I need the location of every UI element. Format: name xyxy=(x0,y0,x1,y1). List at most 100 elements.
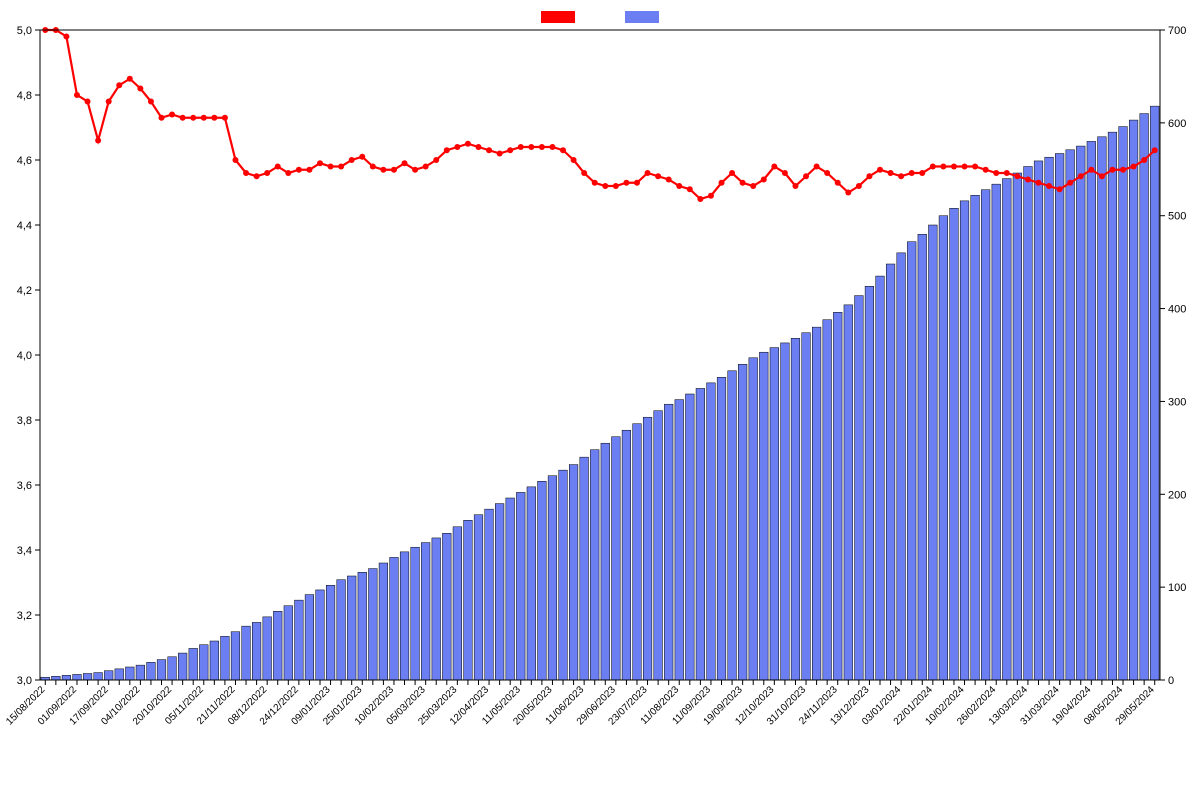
right-tick-label: 200 xyxy=(1168,489,1186,501)
bar xyxy=(189,648,198,680)
bar xyxy=(971,195,980,680)
line-marker xyxy=(402,160,408,166)
line-marker xyxy=(497,151,503,157)
line-marker xyxy=(888,170,894,176)
line-marker xyxy=(835,180,841,186)
line-marker xyxy=(127,76,133,82)
line-marker xyxy=(1120,167,1126,173)
line-marker xyxy=(877,167,883,173)
line-marker xyxy=(560,147,566,153)
line-marker xyxy=(1035,180,1041,186)
line-marker xyxy=(676,183,682,189)
line-marker xyxy=(359,154,365,160)
line-marker xyxy=(623,180,629,186)
line-marker xyxy=(137,86,143,92)
line-marker xyxy=(159,115,165,121)
bar xyxy=(263,617,272,680)
line-marker xyxy=(106,99,112,105)
right-tick-label: 700 xyxy=(1168,25,1186,37)
line-marker xyxy=(655,173,661,179)
line-marker xyxy=(475,144,481,150)
bar xyxy=(1034,161,1043,680)
line-marker xyxy=(222,115,228,121)
line-marker xyxy=(328,164,334,170)
line-marker xyxy=(824,170,830,176)
line-marker xyxy=(1131,164,1137,170)
bar xyxy=(273,611,282,680)
bar xyxy=(326,585,335,680)
line-marker xyxy=(581,170,587,176)
bar xyxy=(802,333,811,680)
bar xyxy=(770,348,779,680)
line-marker xyxy=(814,164,820,170)
bar xyxy=(1129,120,1138,680)
bar xyxy=(379,563,388,680)
bar xyxy=(316,590,325,680)
bar xyxy=(442,533,451,680)
dual-axis-chart: 3,03,23,43,63,84,04,24,44,64,85,00100200… xyxy=(0,0,1200,800)
line-marker xyxy=(85,99,91,105)
bar xyxy=(411,547,420,680)
line-marker xyxy=(539,144,545,150)
bar xyxy=(1002,179,1011,680)
bar xyxy=(295,600,304,680)
line-marker xyxy=(983,167,989,173)
line-marker xyxy=(391,167,397,173)
line-marker xyxy=(930,164,936,170)
bar xyxy=(717,377,726,680)
line-marker xyxy=(708,193,714,199)
bar xyxy=(939,216,948,680)
line-marker xyxy=(349,157,355,163)
line-marker xyxy=(243,170,249,176)
line-marker xyxy=(74,92,80,98)
bar xyxy=(485,509,494,680)
line-marker xyxy=(750,183,756,189)
bar xyxy=(1108,132,1117,680)
line-marker xyxy=(909,170,915,176)
bar xyxy=(358,572,367,680)
bar xyxy=(876,276,885,680)
line-marker xyxy=(1004,170,1010,176)
left-tick-label: 4,8 xyxy=(17,90,32,102)
bar xyxy=(992,184,1001,680)
line-marker xyxy=(232,157,238,163)
line-marker xyxy=(338,164,344,170)
bar xyxy=(432,538,441,680)
bar xyxy=(580,457,589,680)
bar xyxy=(52,676,61,680)
line-marker xyxy=(782,170,788,176)
right-tick-label: 500 xyxy=(1168,211,1186,223)
line-marker xyxy=(264,170,270,176)
bar xyxy=(707,383,716,680)
bar xyxy=(950,208,959,680)
line-marker xyxy=(1078,173,1084,179)
line-marker xyxy=(507,147,513,153)
bar xyxy=(464,520,473,680)
line-marker xyxy=(571,157,577,163)
bar xyxy=(474,515,483,680)
left-tick-label: 4,6 xyxy=(17,155,32,167)
line-marker xyxy=(1046,183,1052,189)
bar xyxy=(643,417,652,680)
legend-swatch xyxy=(541,11,575,23)
line-marker xyxy=(454,144,460,150)
bar xyxy=(73,674,82,680)
line-marker xyxy=(697,196,703,202)
bar xyxy=(231,632,240,680)
bar xyxy=(601,443,610,680)
bar xyxy=(347,576,356,680)
line-marker xyxy=(856,183,862,189)
line-marker xyxy=(1067,180,1073,186)
left-tick-label: 4,2 xyxy=(17,285,32,297)
line-marker xyxy=(528,144,534,150)
bar xyxy=(125,667,134,680)
line-marker xyxy=(1088,167,1094,173)
bar xyxy=(1066,150,1075,680)
line-marker xyxy=(549,144,555,150)
line-marker xyxy=(180,115,186,121)
line-marker xyxy=(613,183,619,189)
line-marker xyxy=(518,144,524,150)
line-marker xyxy=(201,115,207,121)
bar xyxy=(590,450,599,680)
bar xyxy=(516,492,525,680)
